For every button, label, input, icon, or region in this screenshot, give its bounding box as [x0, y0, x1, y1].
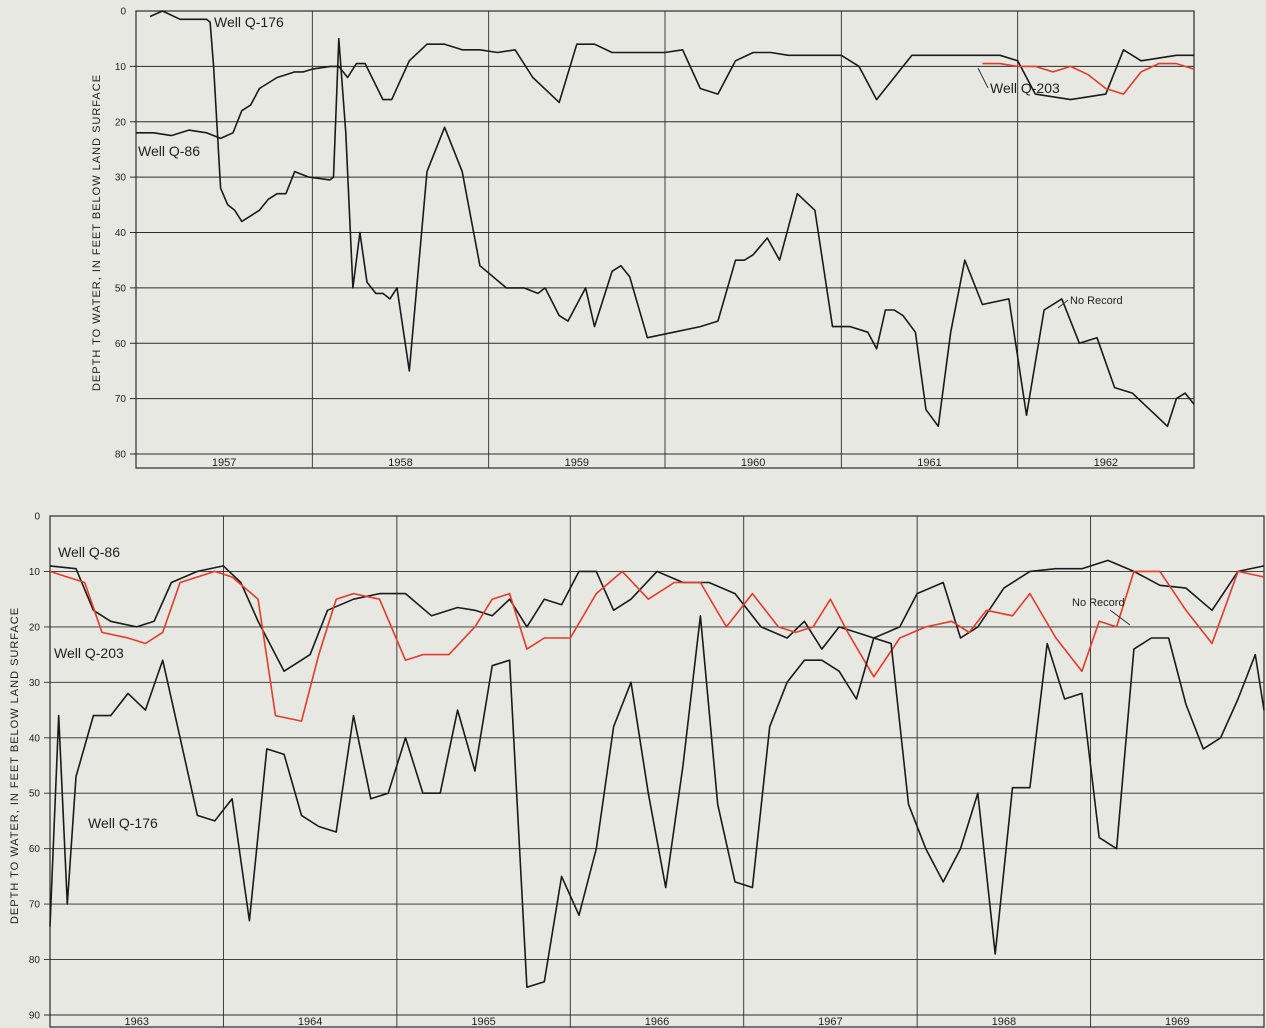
y-tick-70: 70	[115, 394, 127, 405]
annotation-no-record: No Record	[1070, 295, 1123, 307]
x-year-label-1968: 1968	[992, 1016, 1016, 1028]
y-tick-40: 40	[115, 228, 127, 239]
series-line-well-q-176	[49, 614, 1265, 989]
series-line-well-q-86	[49, 559, 1265, 673]
y-tick-60: 60	[115, 339, 127, 350]
series-line-well-q-176	[149, 10, 1195, 428]
x-year-label-1964: 1964	[298, 1016, 322, 1028]
annotation-leader	[977, 67, 989, 89]
x-year-label-1969: 1969	[1165, 1016, 1189, 1028]
series-line-well-q-86	[136, 43, 1194, 140]
annotation-well-q-176: Well Q-176	[214, 14, 284, 30]
x-year-label-1965: 1965	[471, 1016, 495, 1028]
x-year-label-1957: 1957	[212, 457, 236, 469]
series-line-well-q-203	[49, 570, 1265, 722]
y-axis-label: DEPTH TO WATER, IN FEET BELOW LAND SURFA…	[91, 74, 103, 391]
annotation-well-q-176: Well Q-176	[88, 815, 158, 831]
y-tick-20: 20	[115, 117, 127, 128]
y-tick-0: 0	[120, 7, 126, 18]
x-year-label-1958: 1958	[388, 457, 412, 469]
y-tick-10: 10	[115, 62, 127, 73]
y-tick-50: 50	[115, 283, 127, 294]
y-tick-30: 30	[29, 678, 41, 689]
y-tick-70: 70	[29, 900, 41, 911]
series-line-well-q-203	[982, 62, 1195, 95]
x-year-label-1959: 1959	[565, 457, 589, 469]
x-year-label-1966: 1966	[645, 1016, 669, 1028]
y-tick-90: 90	[29, 1011, 41, 1022]
y-tick-80: 80	[115, 450, 127, 461]
chart-1957-1962: 0 10 20 30 40 50 60 70 80 1957 1958 1959 1960 1961 196…	[91, 7, 1195, 469]
annotation-well-q-203: Well Q-203	[990, 80, 1060, 96]
y-axis-label: DEPTH TO WATER, IN FEET BELOW LAND SURFA…	[9, 607, 21, 924]
y-tick-50: 50	[29, 789, 41, 800]
y-tick-60: 60	[29, 844, 41, 855]
annotation-well-q-86: Well Q-86	[58, 544, 120, 560]
y-tick-10: 10	[29, 567, 41, 578]
y-tick-30: 30	[115, 173, 127, 184]
annotation-well-q-86: Well Q-86	[138, 143, 200, 159]
x-year-label-1962: 1962	[1094, 457, 1118, 469]
x-year-label-1967: 1967	[818, 1016, 842, 1028]
annotation-leader	[1109, 609, 1131, 626]
x-year-label-1960: 1960	[741, 457, 765, 469]
y-tick-20: 20	[29, 622, 41, 633]
annotation-well-q-203: Well Q-203	[54, 645, 124, 661]
annotation-no-record: No Record	[1072, 597, 1125, 609]
annotation-leader	[1057, 299, 1069, 309]
y-tick-40: 40	[29, 733, 41, 744]
y-tick-80: 80	[29, 955, 41, 966]
y-tick-0: 0	[34, 512, 40, 523]
plot-frame	[49, 515, 1265, 1028]
chart-1963-1969: 0 10 20 30 40 50 60 70 80 90 1963 1964 1965 1966 1967 1…	[9, 512, 1265, 1028]
x-year-label-1963: 1963	[124, 1016, 148, 1028]
x-year-label-1961: 1961	[917, 457, 941, 469]
